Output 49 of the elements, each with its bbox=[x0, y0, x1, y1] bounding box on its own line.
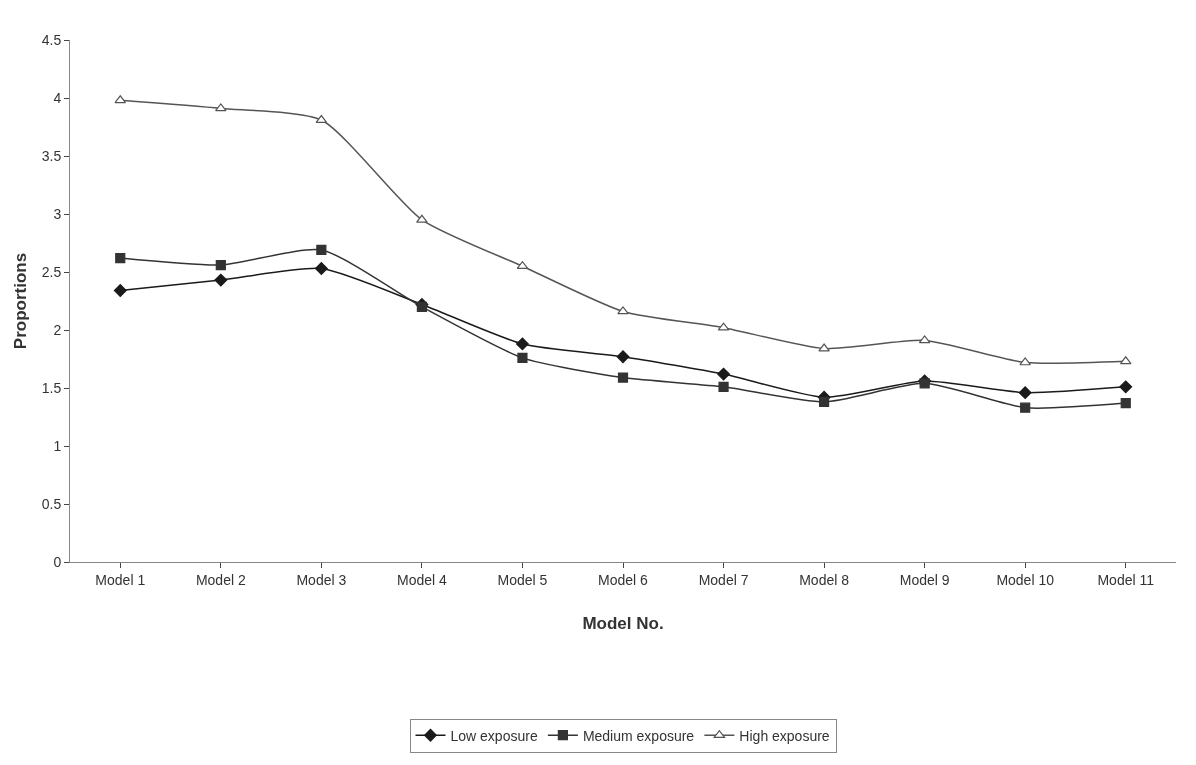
point bbox=[214, 273, 228, 287]
x-tick-label: Model 6 bbox=[598, 571, 649, 588]
point bbox=[717, 367, 730, 381]
point bbox=[416, 214, 428, 223]
point bbox=[818, 343, 830, 352]
y-tick-label: 3 bbox=[53, 205, 62, 222]
point bbox=[617, 372, 629, 383]
y-tick-label: 1 bbox=[53, 437, 62, 454]
x-tick-label: Model 5 bbox=[497, 571, 548, 588]
y-axis-title: Proportions bbox=[11, 252, 30, 350]
legend-label: Medium exposure bbox=[582, 727, 695, 744]
x-tick-label: Model 11 bbox=[1097, 571, 1155, 588]
y-tick-label: 1.5 bbox=[41, 379, 62, 396]
x-tick-label: Model 10 bbox=[996, 571, 1055, 588]
y-tick-label: 2 bbox=[53, 321, 62, 338]
x-tick-label: Model 7 bbox=[698, 571, 749, 588]
y-tick-label: 4.5 bbox=[41, 31, 62, 48]
point bbox=[215, 259, 226, 271]
x-tick-label: Model 4 bbox=[397, 571, 448, 588]
y-tick-label: 0 bbox=[53, 553, 62, 570]
x-tick-label: Model 1 bbox=[95, 571, 146, 588]
x-tick-label: Model 2 bbox=[195, 571, 246, 588]
legend-label: High exposure bbox=[739, 727, 830, 744]
point bbox=[1120, 397, 1131, 409]
point bbox=[617, 306, 629, 315]
x-tick-label: Model 8 bbox=[799, 571, 850, 588]
point bbox=[1019, 357, 1031, 366]
point bbox=[1018, 386, 1032, 400]
point bbox=[919, 378, 930, 389]
legend-label: Low exposure bbox=[450, 727, 538, 744]
point bbox=[316, 244, 327, 256]
x-axis-title: Model No. bbox=[582, 614, 664, 634]
y-tick-label: 4 bbox=[53, 89, 62, 106]
y-tick-label: 2.5 bbox=[41, 263, 62, 280]
point bbox=[517, 352, 528, 363]
point bbox=[115, 252, 126, 264]
point bbox=[1119, 380, 1133, 394]
x-tick-label: Model 9 bbox=[899, 571, 950, 588]
point bbox=[314, 262, 328, 275]
y-tick-label: 0.5 bbox=[41, 495, 62, 512]
point bbox=[113, 284, 127, 298]
point bbox=[718, 381, 729, 392]
point bbox=[818, 396, 830, 408]
point bbox=[616, 350, 630, 364]
point bbox=[1020, 402, 1031, 413]
x-tick-label: Model 3 bbox=[296, 571, 347, 588]
point bbox=[215, 103, 227, 112]
y-tick-label: 3.5 bbox=[41, 147, 62, 164]
point bbox=[516, 337, 529, 351]
